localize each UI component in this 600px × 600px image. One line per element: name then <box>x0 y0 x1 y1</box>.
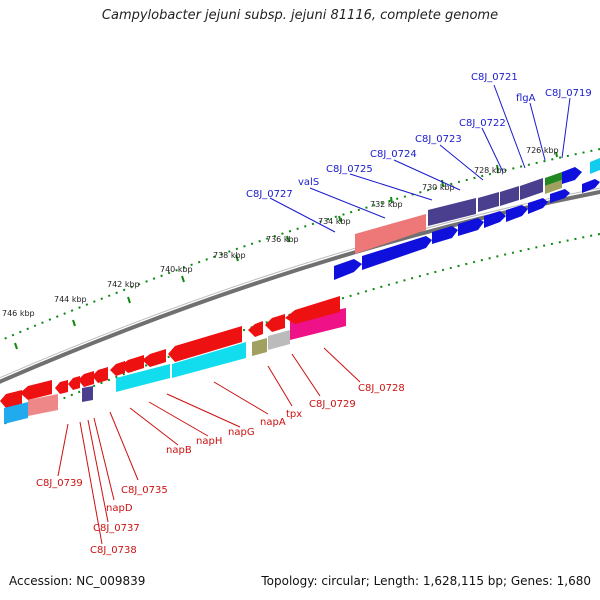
gene-napa <box>168 326 242 362</box>
label-c8j-0727: C8J_0727 <box>246 189 293 200</box>
label-napg: napG <box>228 427 255 438</box>
bottom-leader-lines <box>57 347 361 545</box>
label-c8j-0739: C8J_0739 <box>36 478 83 489</box>
tick-label: 740 kbp <box>160 265 193 274</box>
bottom-gene-labels: C8J_0728 C8J_0729 tpx napA napG napH nap… <box>36 383 405 556</box>
reverse-genes <box>0 296 346 424</box>
gene-c8j-0728-red <box>285 296 340 324</box>
gene-c8j-0721 <box>520 178 543 200</box>
tick-label: 732 kbp <box>370 200 403 209</box>
label-c8j-0724: C8J_0724 <box>370 149 417 160</box>
gene-napd <box>78 371 94 387</box>
label-c8j-0735: C8J_0735 <box>121 485 168 496</box>
gene-c8j-0735 <box>92 367 108 383</box>
gene-blue-r2-9 <box>334 259 362 280</box>
label-vals: valS <box>298 177 319 188</box>
label-c8j-0729: C8J_0729 <box>309 399 356 410</box>
label-c8j-0723: C8J_0723 <box>415 134 462 145</box>
accession-text: Accession: NC_009839 <box>9 574 146 588</box>
gene-tpx <box>252 338 267 356</box>
gene-flga <box>545 172 562 186</box>
gene-napb-cyan <box>116 364 170 392</box>
label-flga: flgA <box>516 93 536 104</box>
gene-blue-r2-8 <box>362 236 432 270</box>
topology-text: Topology: circular; Length: 1,628,115 bp… <box>261 574 591 588</box>
gene-vals <box>355 214 426 254</box>
gene-c8j-0739 <box>20 380 52 400</box>
gene-naph <box>120 355 144 373</box>
label-tpx: tpx <box>286 409 302 420</box>
gene-c8j-0729 <box>268 330 290 350</box>
tick-label: 738 kbp <box>213 251 246 260</box>
gene-c8j-0738-dark <box>82 386 93 402</box>
gene-blue-r2-2 <box>550 189 570 203</box>
gene-blue-r2-4 <box>506 205 528 222</box>
label-c8j-0721: C8J_0721 <box>471 72 518 83</box>
gene-blue-r2-7 <box>432 226 458 244</box>
gene-c8j-0722 <box>500 186 519 206</box>
gene-cyan-left <box>4 402 28 424</box>
tick-label: 742 kbp <box>107 280 140 289</box>
tick-label: 730 kbp <box>422 183 455 192</box>
label-napd: napD <box>106 503 133 514</box>
top-leader-lines <box>269 84 571 233</box>
gene-c8j-0725 <box>428 198 476 226</box>
gene-c8j-0723 <box>478 192 499 212</box>
gene-red-r1-b <box>248 321 263 337</box>
gene-red-left <box>0 390 22 408</box>
gene-red-r1-a <box>265 314 285 332</box>
label-c8j-0725: C8J_0725 <box>326 164 373 175</box>
tick-labels: 726 kbp 728 kbp 730 kbp 732 kbp 734 kbp … <box>2 146 559 318</box>
label-napa: napA <box>260 417 286 428</box>
forward-genes <box>334 158 600 280</box>
genome-backbone-inner <box>0 187 600 379</box>
tick-label: 744 kbp <box>54 295 87 304</box>
map-title: Campylobacter jejuni subsp. jejuni 81116… <box>101 8 499 23</box>
label-c8j-0728: C8J_0728 <box>358 383 405 394</box>
gene-blue-r2-3 <box>528 198 548 214</box>
gene-c8j-0719 <box>590 158 600 174</box>
gene-c8j-0719-b <box>562 167 582 184</box>
gene-napg <box>142 349 166 367</box>
tick-label: 746 kbp <box>2 309 35 318</box>
label-naph: napH <box>196 436 222 447</box>
gene-napb <box>110 361 125 376</box>
gene-c8j-0738 <box>55 380 68 394</box>
gene-c8j-0728 <box>290 308 346 340</box>
gene-salmon-left <box>28 394 58 416</box>
tick-label: 734 kbp <box>318 217 351 226</box>
tick-label: 736 kbp <box>266 235 299 244</box>
tick-label: 728 kbp <box>474 166 507 175</box>
gene-blue-r2-5 <box>484 211 506 228</box>
label-c8j-0722: C8J_0722 <box>459 118 506 129</box>
gene-blue-r2-1 <box>582 179 600 193</box>
gene-flga-b <box>545 180 562 194</box>
label-napb: napB <box>166 445 192 456</box>
label-c8j-0737: C8J_0737 <box>93 523 140 534</box>
top-gene-labels: C8J_0719 flgA C8J_0721 C8J_0722 C8J_0723… <box>246 72 592 200</box>
gene-blue-r2-6 <box>458 218 484 236</box>
gene-napa-cyan <box>172 342 246 378</box>
label-c8j-0719: C8J_0719 <box>545 88 592 99</box>
gene-c8j-0737 <box>68 376 80 390</box>
major-ticks <box>14 151 558 350</box>
label-c8j-0738: C8J_0738 <box>90 545 137 556</box>
